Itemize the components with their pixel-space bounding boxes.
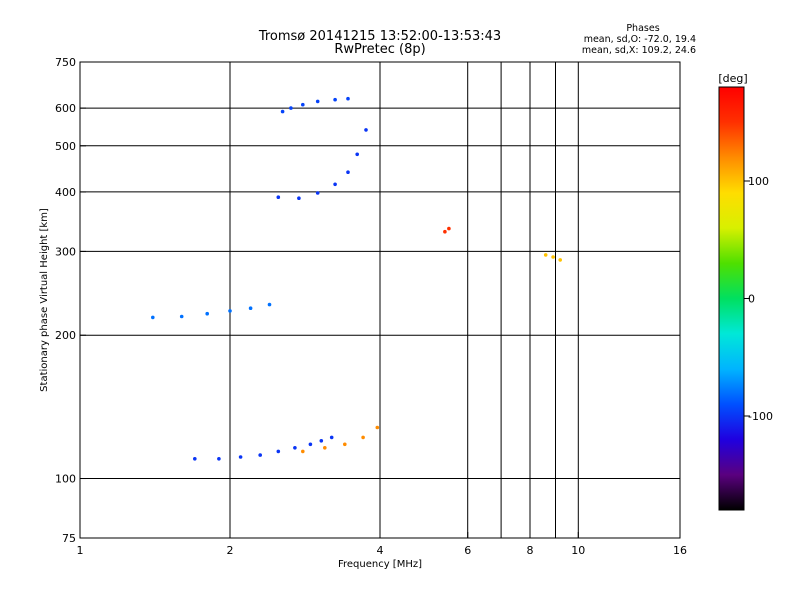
y-tick-label: 200 [55,329,76,342]
data-point [289,106,293,110]
x-tick-label: 16 [673,544,687,557]
y-tick-label: 75 [62,532,76,545]
data-point [447,226,451,231]
x-axis: 1 2 4 6 8 10 16 [77,532,687,557]
data-point [228,309,232,313]
y-tick-label: 500 [55,140,76,153]
data-point [280,109,285,114]
data-point [301,102,305,107]
colorbar-tick-label: -100 [748,410,773,423]
data-points [151,96,562,461]
gridlines [80,62,680,538]
data-point [193,457,197,461]
data-point [333,182,337,187]
data-point [551,255,555,259]
x-tick-label: 4 [377,544,384,557]
data-point [333,97,337,102]
data-point [258,453,263,457]
x-tick-label: 8 [527,544,534,557]
data-point [151,315,155,320]
data-point [364,128,368,132]
data-point [323,446,327,450]
data-point [355,152,360,157]
y-tick-label: 300 [55,245,76,258]
data-point [267,302,272,307]
data-point [558,258,562,262]
data-point [308,442,313,447]
data-point [179,314,184,319]
data-point [205,311,209,316]
x-tick-label: 2 [227,544,234,557]
data-point [319,439,324,443]
x-tick-label: 10 [571,544,585,557]
data-point [315,99,320,104]
colorbar-ticks: 100 0 -100 [744,175,773,423]
x-tick-label: 1 [77,544,84,557]
chart-title-line1: Tromsø 20141215 13:52:00-13:53:43 [258,29,501,44]
colorbar [718,86,745,511]
data-point [343,442,347,447]
x-axis-label: Frequency [MHz] [338,559,422,570]
data-point [293,446,297,450]
phases-mean-o: mean, sd,O: -72.0, 19.4 [584,34,696,45]
data-point [297,196,301,200]
data-point [329,435,334,440]
data-point [443,229,447,234]
y-axis: 75 100 200 300 400 500 600 750 [55,56,86,545]
data-point [301,449,305,454]
y-tick-label: 600 [55,102,76,115]
data-point [346,96,350,101]
data-point [315,191,320,195]
data-point [217,457,221,461]
data-point [346,170,350,174]
data-point [276,195,281,199]
y-tick-label: 400 [55,186,76,199]
colorbar-tick-label: 100 [748,175,769,188]
chart-title-line2: RwPretec (8p) [334,42,425,57]
data-point [276,449,281,454]
phases-mean-x: mean, sd,X: 109.2, 24.6 [582,45,696,56]
phases-heading: Phases [626,23,659,34]
x-tick-label: 6 [464,544,471,557]
y-tick-label: 100 [55,473,76,486]
colorbar-label: [deg] [718,72,747,85]
data-point [248,306,253,311]
y-axis-label: Stationary phase Virtual Height [km] [39,208,50,392]
data-point [238,455,243,459]
y-tick-label: 750 [55,56,76,69]
colorbar-tick-label: 0 [748,293,755,306]
data-point [543,253,548,257]
data-point [375,425,380,430]
data-point [361,435,365,440]
